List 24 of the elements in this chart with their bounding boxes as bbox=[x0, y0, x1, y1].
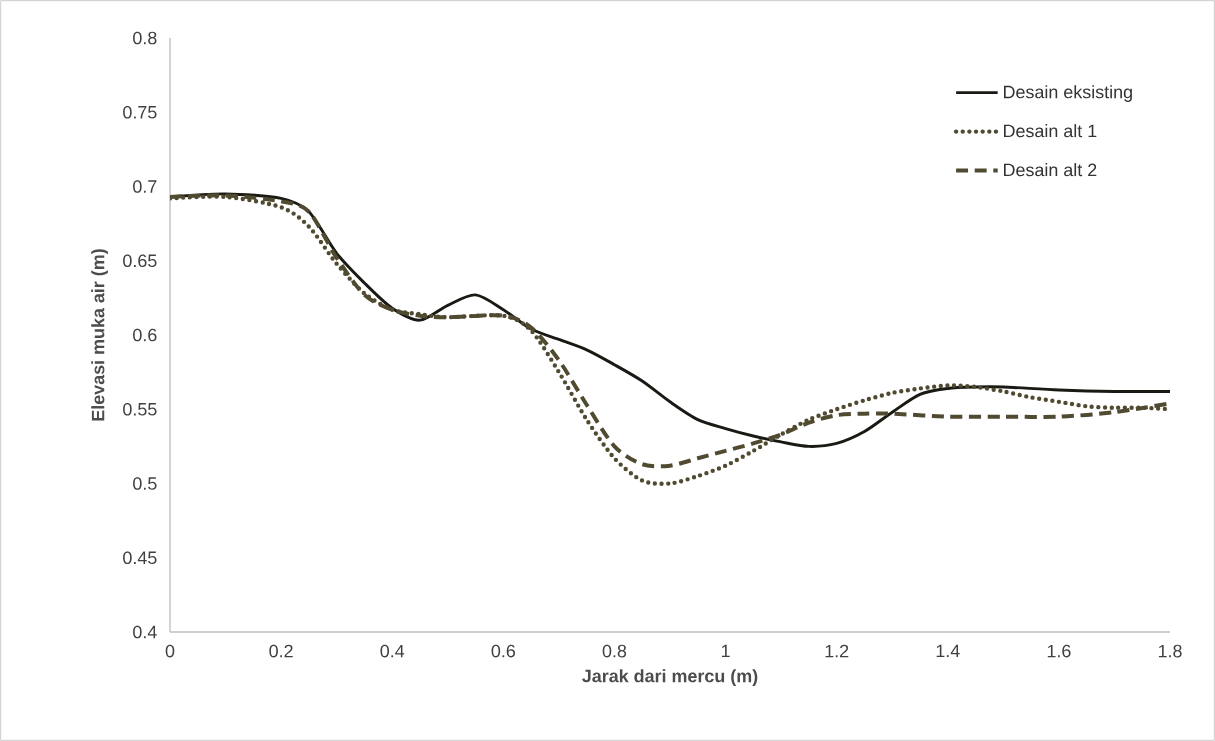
x-tick-label: 0.4 bbox=[380, 644, 405, 658]
x-axis-title: Jarak dari mercu (m) bbox=[582, 669, 758, 686]
y-axis-title: Elevasi muka air (m) bbox=[91, 249, 108, 421]
x-tick-label: 0 bbox=[165, 644, 175, 658]
x-tick-label: 1 bbox=[721, 644, 730, 658]
legend-label: Desain alt 1 bbox=[1004, 124, 1097, 138]
x-tick-label: 1.4 bbox=[936, 644, 960, 658]
y-tick-label: 0.4 bbox=[133, 625, 157, 639]
legend-label: Desain alt 2 bbox=[1004, 163, 1097, 177]
x-tick-label: 1.8 bbox=[1158, 644, 1182, 658]
legend-label: Desain eksisting bbox=[1004, 85, 1132, 102]
x-tick-label: 0.8 bbox=[602, 644, 627, 658]
y-tick-label: 0.45 bbox=[123, 551, 157, 565]
y-tick-label: 0.65 bbox=[123, 254, 157, 268]
x-tick-label: 1.6 bbox=[1047, 644, 1071, 658]
y-tick-label: 0.7 bbox=[133, 180, 157, 193]
y-tick-label: 0.75 bbox=[123, 105, 157, 119]
y-tick-label: 0.6 bbox=[133, 328, 157, 342]
y-tick-label: 0.8 bbox=[133, 31, 157, 45]
y-tick-label: 0.55 bbox=[123, 402, 157, 416]
x-tick-label: 0.6 bbox=[491, 644, 516, 658]
x-tick-label: 1.2 bbox=[825, 644, 849, 658]
x-tick-label: 0.2 bbox=[269, 644, 293, 658]
y-tick-label: 0.5 bbox=[133, 477, 157, 490]
